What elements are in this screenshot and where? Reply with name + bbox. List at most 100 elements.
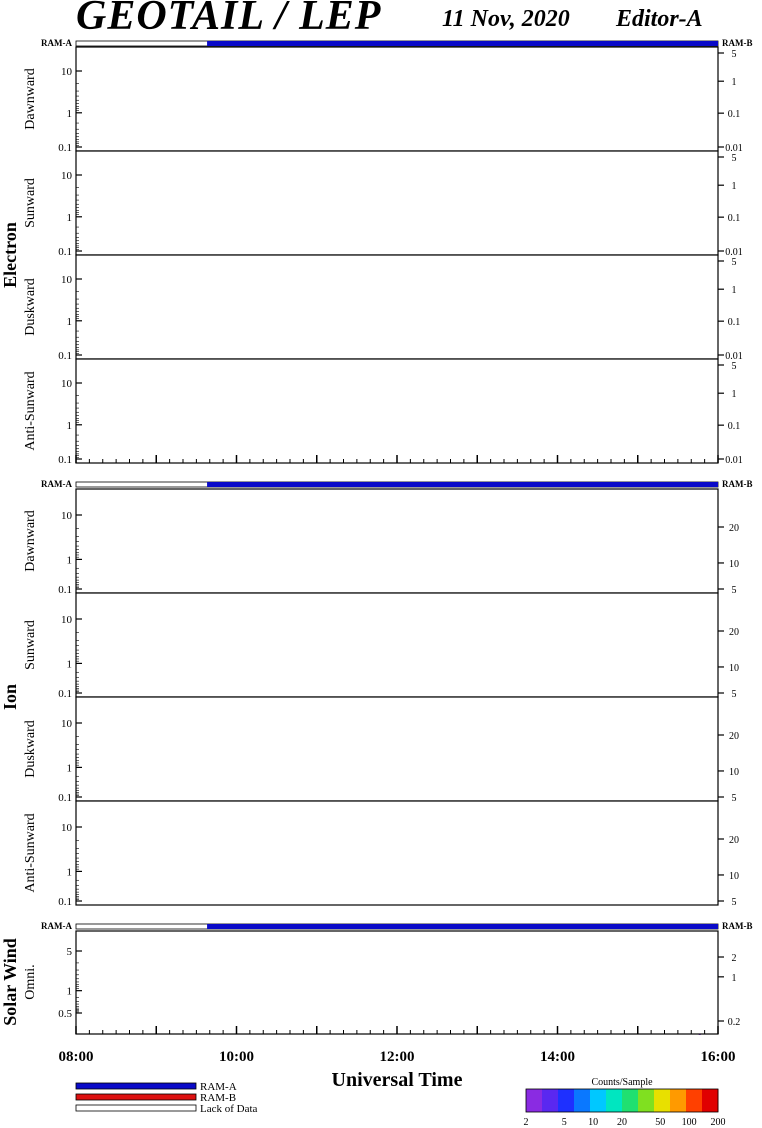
ion-panel-3-left-tick-label: 10 [61, 822, 73, 834]
colorbar-segment [542, 1089, 559, 1112]
colorbar-segment [622, 1089, 639, 1112]
ion-panel-1-label: Sunward [23, 620, 38, 670]
ion-panel-3-right-tick-label: 5 [732, 897, 737, 908]
electron-panel-2-right-tick-label: 5 [732, 257, 737, 268]
ion-panel-0-left-tick-label: 10 [61, 510, 73, 522]
x-tick-label: 16:00 [701, 1049, 736, 1065]
group-label-ion: Ion [0, 684, 20, 710]
ion-panel-3-right-tick-label: 20 [729, 835, 739, 846]
solar-wind-right-tick-label: 0.2 [728, 1017, 741, 1028]
legend-swatch-1 [75, 1093, 197, 1101]
ion-panel-0-right-tick-label: 20 [729, 523, 739, 534]
x-tick-label: 14:00 [540, 1049, 575, 1065]
x-tick-label: 10:00 [219, 1049, 254, 1065]
plot-title: GEOTAIL / LEP [76, 0, 382, 39]
ion-panel-2-left-tick-label: 0.1 [58, 792, 72, 804]
electron-ram-ram-b-label: RAM-B [722, 38, 753, 48]
solar-wind-panel-label: Omni. [23, 964, 38, 999]
electron-panel-3 [75, 358, 719, 464]
legend-label-2: Lack of Data [200, 1103, 258, 1115]
electron-panel-0-right-tick-label: 0.01 [725, 143, 743, 154]
x-tick-label: 12:00 [380, 1049, 415, 1065]
ion-panel-0-label: Dawnward [23, 510, 38, 571]
electron-panel-2-right-tick-label: 1 [732, 285, 737, 296]
electron-panel-3-label: Anti-Sunward [23, 371, 38, 450]
ion-panel-2-label: Duskward [23, 720, 38, 778]
colorbar-segment [526, 1089, 543, 1112]
ion-panel-3-left-tick-label: 1 [67, 866, 73, 878]
ion-panel-1-left-tick-label: 0.1 [58, 688, 72, 700]
ion-panel-2-right-tick-label: 20 [729, 731, 739, 742]
ion-panel-0-right-tick-label: 10 [729, 559, 739, 570]
ion-panel-3-left-tick-label: 0.1 [58, 896, 72, 908]
electron-panel-2-right-tick-label: 0.1 [728, 317, 741, 328]
electron-panel-1-left-tick-label: 1 [67, 212, 73, 224]
legend-swatch-0 [75, 1082, 197, 1090]
ion-panel-0-right-tick-label: 5 [732, 585, 737, 596]
solar-wind-left-tick-label: 0.5 [58, 1008, 72, 1020]
electron-panel-2-label: Duskward [23, 278, 38, 336]
colorbar-tick-label: 200 [711, 1117, 726, 1128]
ion-panel-1-right-tick-label: 5 [732, 689, 737, 700]
x-tick-label: 08:00 [59, 1049, 94, 1065]
colorbar-segment [558, 1089, 575, 1112]
electron-ram-ram-a-label: RAM-A [41, 38, 72, 48]
colorbar-segment [702, 1089, 719, 1112]
ion-panel-1-right-tick-label: 10 [729, 663, 739, 674]
colorbar-tick-label: 100 [682, 1117, 697, 1128]
legend-label-0: RAM-A [200, 1081, 237, 1093]
electron-panel-1-left-tick-label: 10 [61, 170, 73, 182]
ion-ram-ram-a-label: RAM-A [41, 479, 72, 489]
electron-panel-3-right-tick-label: 0.1 [728, 421, 741, 432]
ion-panel-0 [75, 488, 719, 594]
electron-panel-2-left-tick-label: 0.1 [58, 350, 72, 362]
ion-panel-2 [75, 696, 719, 802]
colorbar-tick-label: 20 [617, 1117, 627, 1128]
colorbar-tick-label: 2 [524, 1117, 529, 1128]
electron-panel-0-left-tick-label: 10 [61, 66, 73, 78]
ion-ram-ram-b-label: RAM-B [722, 479, 753, 489]
colorbar-segment [638, 1089, 655, 1112]
electron-panel-2-left-tick-label: 10 [61, 274, 73, 286]
electron-panel-0-left-tick-label: 0.1 [58, 142, 72, 154]
colorbar-tick-label: 5 [562, 1117, 567, 1128]
legend-swatch-2 [75, 1104, 197, 1112]
ion-panel-2-left-tick-label: 10 [61, 718, 73, 730]
solar-wind-left-tick-label: 5 [67, 946, 73, 958]
electron-panel-2 [75, 254, 719, 360]
ion-panel-1-left-tick-label: 10 [61, 614, 73, 626]
colorbar-label: Counts/Sample [591, 1077, 653, 1088]
ion-panel-3-label: Anti-Sunward [23, 813, 38, 892]
solar-wind-right-tick-label: 1 [732, 973, 737, 984]
electron-panel-1-left-tick-label: 0.1 [58, 246, 72, 258]
ion-panel-1 [75, 592, 719, 698]
colorbar-tick-label: 50 [655, 1117, 665, 1128]
colorbar-segment [654, 1089, 671, 1112]
colorbar-tick-label: 10 [588, 1117, 598, 1128]
sw-ram-seg-ram-a [207, 924, 718, 929]
solar-wind-right-tick-label: 2 [732, 953, 737, 964]
electron-panel-3-left-tick-label: 0.1 [58, 454, 72, 466]
solar-wind-panel [75, 930, 719, 1035]
plot-date: 11 Nov, 2020 [442, 6, 570, 32]
colorbar-segment [574, 1089, 591, 1112]
electron-panel-0-right-tick-label: 0.1 [728, 109, 741, 120]
solar-wind-left-tick-label: 1 [67, 986, 73, 998]
electron-panel-3-right-tick-label: 5 [732, 361, 737, 372]
electron-panel-1-label: Sunward [23, 178, 38, 228]
ion-panel-3 [75, 800, 719, 906]
electron-panel-1-right-tick-label: 0.1 [728, 213, 741, 224]
colorbar-segment [670, 1089, 687, 1112]
electron-panel-0-label: Dawnward [23, 68, 38, 129]
colorbar-segment [686, 1089, 703, 1112]
ion-panel-2-right-tick-label: 5 [732, 793, 737, 804]
electron-panel-1-right-tick-label: 1 [732, 181, 737, 192]
ion-panel-1-right-tick-label: 20 [729, 627, 739, 638]
ion-panel-0-left-tick-label: 1 [67, 554, 73, 566]
ion-panel-2-right-tick-label: 10 [729, 767, 739, 778]
electron-panel-0-left-tick-label: 1 [67, 108, 73, 120]
electron-panel-3-right-tick-label: 0.01 [725, 455, 743, 466]
electron-panel-3-left-tick-label: 1 [67, 420, 73, 432]
